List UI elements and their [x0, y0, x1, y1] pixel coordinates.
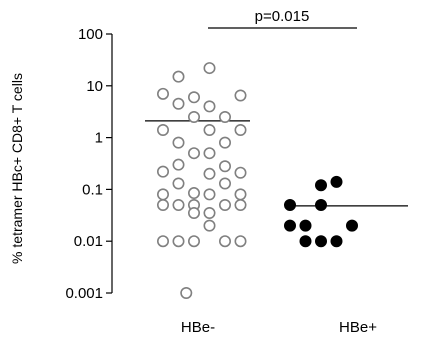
data-point	[346, 219, 358, 232]
data-point	[172, 198, 185, 211]
data-point	[157, 87, 170, 100]
data-point	[219, 177, 232, 190]
data-point	[172, 136, 185, 149]
data-point	[172, 235, 185, 248]
data-point	[219, 136, 232, 149]
data-point	[299, 219, 312, 232]
data-point	[157, 198, 170, 211]
data-point	[188, 110, 201, 123]
data-point	[219, 110, 232, 123]
data-point	[203, 100, 216, 113]
y-tick-label: 0.01	[74, 233, 103, 250]
data-points	[157, 62, 358, 299]
data-point	[203, 124, 216, 137]
data-point	[157, 188, 170, 201]
data-point	[203, 167, 216, 180]
data-point	[299, 235, 312, 248]
y-axis-title: % tetramer HBc+ CD8+ T cells	[9, 73, 25, 264]
data-point	[188, 91, 201, 104]
data-point	[203, 147, 216, 160]
y-tick-label: 0.1	[82, 181, 103, 198]
data-point	[180, 286, 193, 299]
data-point	[188, 187, 201, 200]
data-point	[157, 124, 170, 137]
category-labels: HBe- HBe+	[181, 319, 377, 336]
y-tick-label: 10	[86, 78, 103, 95]
significance-annotation: p=0.015	[208, 8, 357, 29]
data-point	[172, 70, 185, 83]
y-ticks: 0.001 0.01 0.1 1 10 100	[65, 26, 112, 302]
data-point	[234, 89, 247, 102]
data-point	[203, 188, 216, 201]
data-point	[234, 166, 247, 179]
data-point	[234, 188, 247, 201]
data-point	[284, 219, 296, 232]
y-tick-label: 1	[95, 130, 103, 147]
data-point	[203, 219, 216, 232]
y-axis: 0.001 0.01 0.1 1 10 100	[65, 26, 113, 302]
y-tick-label: 100	[78, 26, 103, 43]
data-point	[330, 235, 343, 248]
data-point	[219, 160, 232, 173]
data-point	[315, 198, 327, 211]
p-value-label: p=0.015	[255, 8, 310, 25]
data-point	[284, 198, 296, 211]
data-point	[315, 179, 327, 192]
data-point	[188, 147, 201, 160]
median-lines	[145, 120, 408, 207]
category-label: HBe+	[339, 319, 377, 336]
data-point	[188, 235, 201, 248]
data-point	[172, 97, 185, 110]
data-point	[219, 198, 232, 211]
data-point	[157, 165, 170, 178]
data-point	[172, 177, 185, 190]
data-point	[315, 235, 327, 248]
data-point	[330, 175, 343, 188]
data-point	[219, 235, 232, 248]
data-point	[234, 198, 247, 211]
data-point	[203, 62, 216, 75]
data-point	[157, 235, 170, 248]
data-point	[234, 124, 247, 137]
data-point	[172, 158, 185, 171]
y-tick-label: 0.001	[65, 285, 103, 302]
data-point	[203, 207, 216, 220]
data-point	[188, 207, 201, 220]
data-point	[234, 235, 247, 248]
category-label: HBe-	[181, 319, 215, 336]
